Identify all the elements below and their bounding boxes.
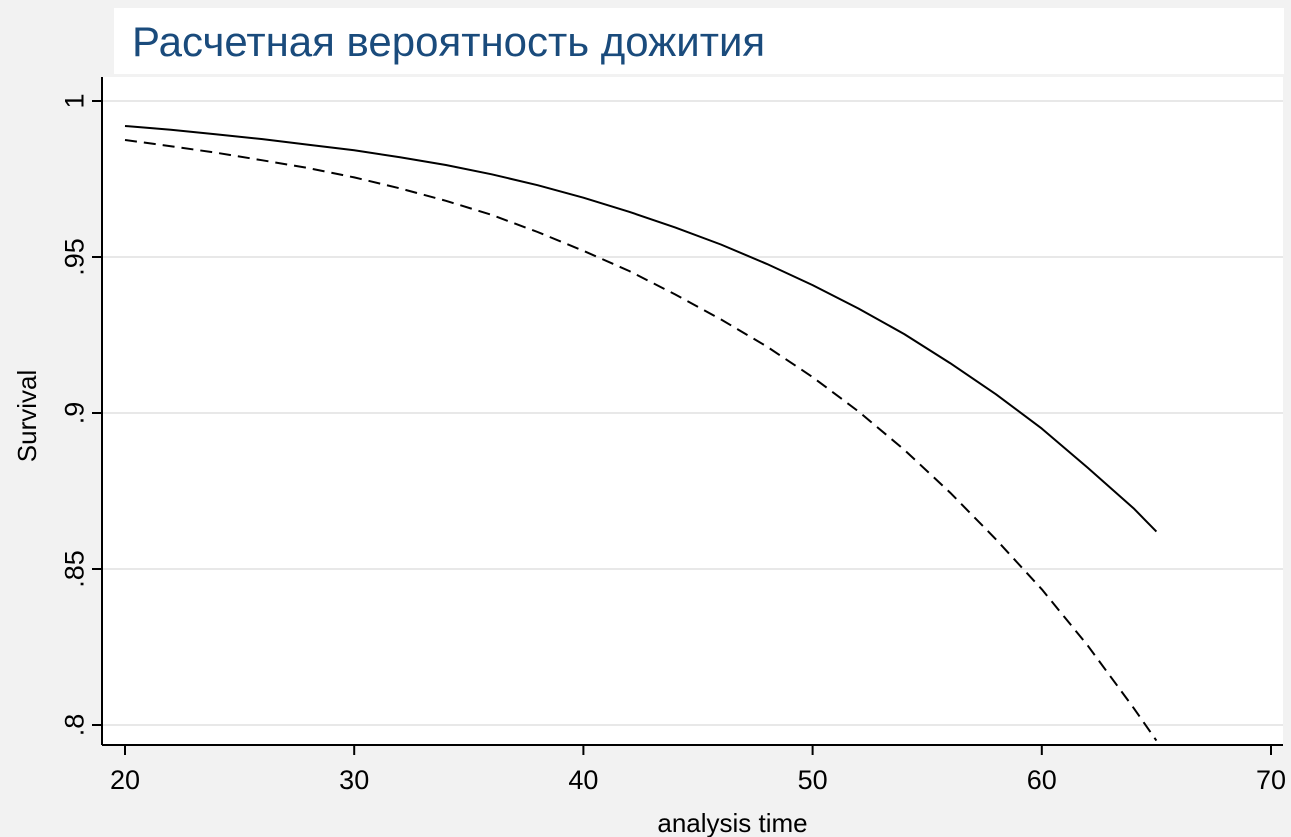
x-axis-title: analysis time <box>657 808 807 837</box>
y-tick-label: .85 <box>59 550 89 588</box>
x-tick-label: 30 <box>339 765 369 795</box>
dashed-survival-line <box>124 139 1158 742</box>
x-tick-label: 70 <box>1256 765 1286 795</box>
y-tick-label: .9 <box>59 402 89 425</box>
y-axis-title: Survival <box>12 370 42 462</box>
axes: .8 .85 .9 .95 1 20 30 40 50 60 70 <box>59 77 1286 795</box>
y-tick-label: .95 <box>59 238 89 276</box>
series-layer <box>124 125 1158 742</box>
chart-title: Расчетная вероятность дожития <box>132 18 766 65</box>
y-tick-label: .8 <box>59 714 89 737</box>
x-tick-label: 40 <box>568 765 598 795</box>
x-tick-label: 20 <box>110 765 140 795</box>
solid-survival-line <box>124 125 1158 533</box>
y-tick-label: 1 <box>59 93 89 108</box>
x-tick-label: 50 <box>798 765 828 795</box>
x-tick-label: 60 <box>1027 765 1057 795</box>
grid-lines <box>102 100 1283 726</box>
title-background <box>114 8 1284 74</box>
plot-area <box>102 77 1283 745</box>
